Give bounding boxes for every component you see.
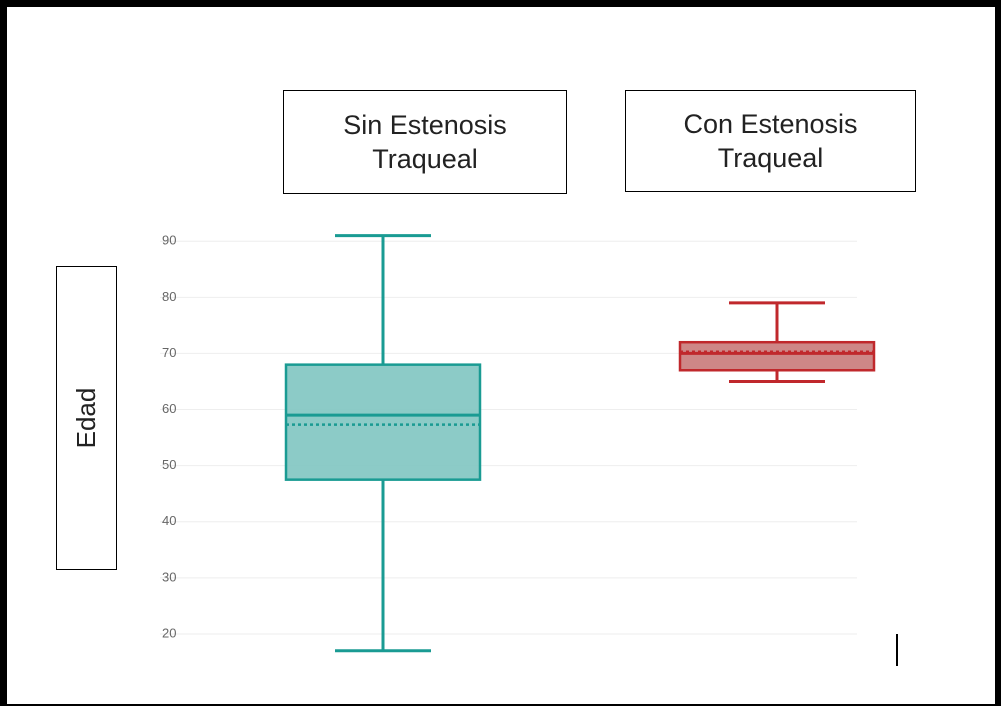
y-tick-label: 20 <box>162 625 176 640</box>
y-tick-label: 80 <box>162 289 176 304</box>
box <box>284 363 482 481</box>
y-axis-label: Edad <box>71 388 101 449</box>
box <box>678 340 876 372</box>
category-label: Con Estenosis Traqueal <box>625 90 916 192</box>
y-tick-label: 50 <box>162 457 176 472</box>
y-tick-label: 40 <box>162 513 176 528</box>
category-label: Sin Estenosis Traqueal <box>283 90 567 194</box>
y-tick-label: 30 <box>162 569 176 584</box>
y-label-box <box>56 266 117 570</box>
y-tick-label: 70 <box>162 345 176 360</box>
y-tick-label: 60 <box>162 401 176 416</box>
y-tick-label: 90 <box>162 233 176 248</box>
